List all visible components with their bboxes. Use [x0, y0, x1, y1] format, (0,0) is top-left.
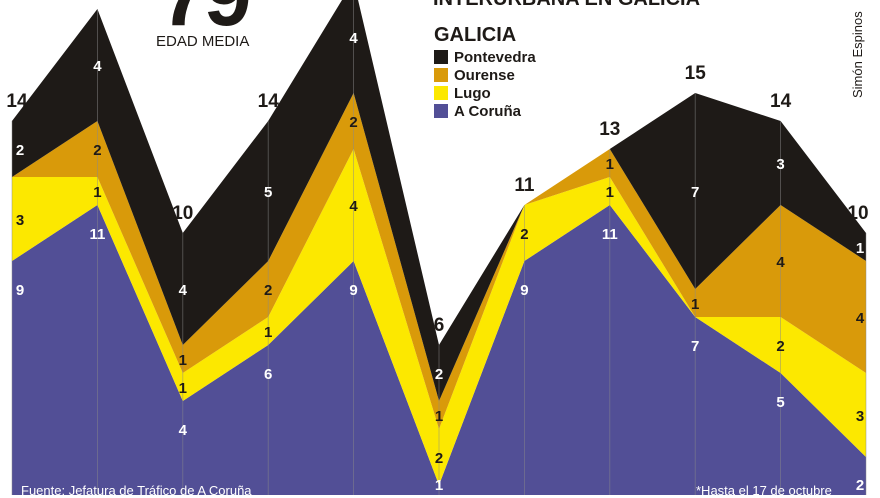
- chart-title: INTERURBANA EN GALICIA: [433, 0, 700, 11]
- segment-label: 2: [349, 114, 357, 131]
- segment-label: 1: [93, 184, 101, 201]
- area-pontevedra: [12, 0, 866, 401]
- segment-label: 4: [179, 422, 188, 439]
- legend-label: Lugo: [454, 84, 491, 102]
- segment-label: 2: [264, 282, 272, 299]
- segment-label: 2: [16, 142, 24, 159]
- segment-label: 1: [606, 156, 614, 173]
- segment-label: 4: [776, 254, 785, 271]
- legend: GALICIA Pontevedra Ourense Lugo A Coruña: [434, 24, 536, 120]
- legend-title: GALICIA: [434, 24, 517, 46]
- segment-label: 1: [179, 352, 187, 369]
- segment-label: 2: [520, 226, 528, 243]
- segment-label: 1: [856, 240, 864, 257]
- total-label: 14: [770, 91, 792, 112]
- segment-label: 11: [602, 226, 618, 243]
- legend-item-lugo: Lugo: [434, 84, 536, 102]
- segment-label: 9: [520, 282, 528, 299]
- legend-label: Ourense: [454, 66, 515, 84]
- total-label: 10: [847, 203, 868, 224]
- area-a-coru-a: [12, 205, 866, 495]
- segment-label: 7: [691, 184, 699, 201]
- total-label: 10: [172, 203, 193, 224]
- total-label: 6: [434, 315, 445, 336]
- average-age-number: 79: [160, 0, 252, 39]
- segment-label: 1: [179, 380, 187, 397]
- legend-item-pontevedra: Pontevedra: [434, 48, 536, 66]
- segment-label: 2: [435, 450, 443, 467]
- legend-label: Pontevedra: [454, 48, 536, 66]
- segment-label: 3: [776, 156, 784, 173]
- legend-item-ourense: Ourense: [434, 66, 536, 84]
- segment-label: 1: [691, 296, 699, 313]
- total-label: 14: [258, 91, 280, 112]
- segment-label: 1: [606, 184, 614, 201]
- segment-label: 4: [93, 58, 102, 75]
- segment-label: 2: [776, 338, 784, 355]
- segment-label: 4: [179, 282, 188, 299]
- segment-label: 3: [16, 212, 24, 229]
- source-note: Fuente: Jefatura de Tráfico de A Coruña: [21, 483, 252, 498]
- total-label: 15: [685, 63, 707, 84]
- segment-label: 1: [435, 477, 443, 494]
- total-label: 14: [6, 91, 28, 112]
- segment-label: 9: [16, 282, 24, 299]
- legend-label: A Coruña: [454, 102, 521, 120]
- segment-label: 2: [93, 142, 101, 159]
- legend-swatch: [434, 68, 448, 82]
- total-label: 11: [514, 175, 535, 196]
- total-label: 13: [599, 119, 620, 140]
- segment-label: 1: [435, 408, 443, 425]
- author-credit: Simón Espinos: [850, 11, 865, 98]
- area-ourense: [12, 93, 866, 429]
- segment-label: 4: [349, 198, 358, 215]
- segment-label: 11: [89, 226, 105, 243]
- average-age-label: EDAD MEDIA: [156, 33, 250, 50]
- segment-label: 5: [264, 184, 272, 201]
- segment-label: 6: [264, 366, 272, 383]
- date-note: *Hasta el 17 de octubre: [696, 483, 832, 498]
- segment-label: 4: [856, 310, 865, 327]
- segment-label: 9: [349, 282, 357, 299]
- segment-label: 7: [691, 338, 699, 355]
- segment-label: 2: [435, 366, 443, 383]
- legend-swatch: [434, 86, 448, 100]
- segment-label: 1: [264, 324, 272, 341]
- legend-item-a-coruna: A Coruña: [434, 102, 536, 120]
- segment-label: 3: [856, 408, 864, 425]
- legend-swatch: [434, 50, 448, 64]
- segment-label: 5: [776, 394, 784, 411]
- segment-label: 2: [856, 477, 864, 494]
- legend-swatch: [434, 104, 448, 118]
- segment-label: 4: [349, 30, 358, 47]
